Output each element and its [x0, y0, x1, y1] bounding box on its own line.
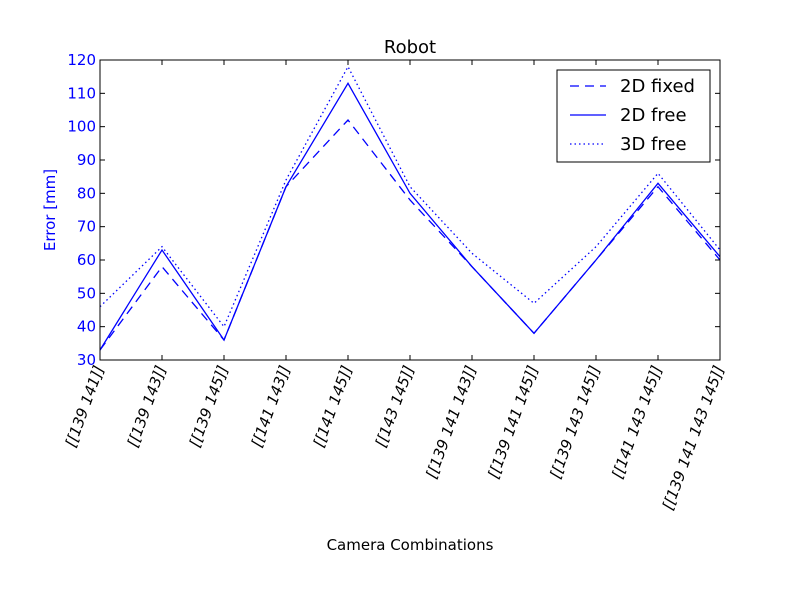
y-tick-label: 30 [77, 351, 96, 369]
y-tick-label: 120 [67, 51, 96, 69]
y-tick-label: 110 [67, 84, 96, 102]
x-axis-title: Camera Combinations [327, 536, 494, 554]
y-tick-label: 90 [77, 151, 96, 169]
series-line-3d-free [99, 65, 721, 328]
legend-label: 3D free [620, 134, 687, 155]
plot-marks [99, 65, 721, 351]
y-tick-label: 70 [77, 218, 96, 236]
chart-title: Robot [384, 37, 436, 58]
legend-box [556, 69, 711, 163]
series-line-2d-free [99, 82, 721, 351]
y-axis: 30 40 50 60 70 80 90 100 110 120 [67, 51, 720, 369]
legend-label: 2D fixed [620, 76, 695, 97]
y-tick-label: 80 [77, 184, 96, 202]
y-tick-label: 50 [77, 284, 96, 302]
y-tick-label: 40 [77, 318, 96, 336]
y-tick-label: 100 [67, 118, 96, 136]
series-line-2d-fixed [99, 118, 721, 351]
legend-label: 2D free [620, 105, 687, 126]
y-tick-label: 60 [77, 251, 96, 269]
y-axis-title: Error [mm] [41, 169, 59, 251]
legend: 2D fixed 2D free 3D free [556, 69, 711, 163]
